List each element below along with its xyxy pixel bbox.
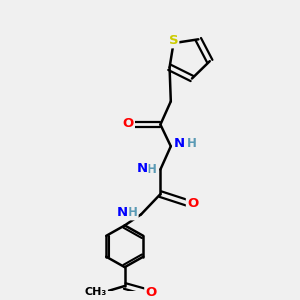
Text: H: H xyxy=(147,163,157,176)
Text: O: O xyxy=(145,286,157,299)
Text: N: N xyxy=(136,161,148,175)
Text: CH₃: CH₃ xyxy=(85,287,107,297)
Text: O: O xyxy=(187,197,198,210)
Text: O: O xyxy=(123,118,134,130)
Text: N: N xyxy=(174,137,185,150)
Text: H: H xyxy=(187,137,197,150)
Text: N: N xyxy=(117,206,128,219)
Text: S: S xyxy=(169,34,178,47)
Text: H: H xyxy=(128,206,138,219)
